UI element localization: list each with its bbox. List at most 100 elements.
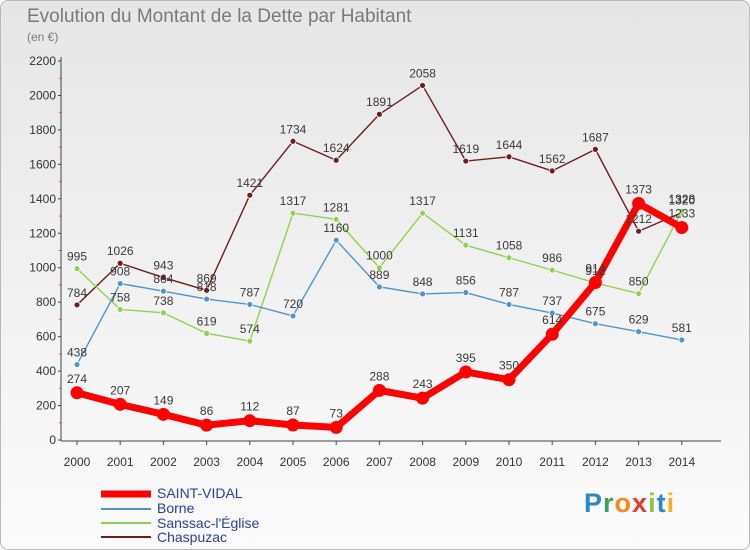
data-point-sanssac-l-glise [116,306,124,313]
logo-letter: i [648,488,657,518]
y-tick-label: 1200 [29,226,56,240]
legend-label-borne: Borne [157,500,195,516]
data-label-saint-vidal: 395 [456,351,476,365]
data-label-borne: 581 [672,321,692,335]
y-tick-label: 1800 [29,123,56,137]
data-label-saint-vidal: 614 [542,313,562,327]
data-label-sanssac-l-glise: 738 [153,294,173,308]
data-label-sanssac-l-glise: 986 [542,251,562,265]
data-label-borne: 629 [629,313,649,327]
data-label-borne: 675 [585,305,605,319]
data-point-saint-vidal [329,420,343,434]
data-point-saint-vidal [113,397,127,411]
data-point-borne [289,312,297,320]
data-label-saint-vidal: 86 [200,404,214,418]
data-point-saint-vidal [675,221,689,235]
data-label-sanssac-l-glise: 574 [240,322,260,336]
logo-letter: o [614,488,633,518]
data-label-chaspuzac: 2058 [409,66,436,80]
data-point-borne [548,309,556,317]
data-label-saint-vidal: 73 [330,406,344,420]
data-label-chaspuzac: 1644 [496,138,523,152]
data-label-chaspuzac: 1026 [107,244,134,258]
legend-label-sanssac: Sanssac-l'Église [157,515,260,531]
logo-letter: t [656,488,667,518]
x-tick-label: 2003 [193,455,220,469]
x-tick-label: 2009 [452,455,479,469]
y-tick-label: 400 [36,364,56,378]
legend-label-saint-vidal: SAINT-VIDAL [157,485,243,501]
x-tick-label: 2002 [150,455,177,469]
data-point-borne [462,289,470,296]
data-point-sanssac-l-glise [548,266,556,274]
chart-subtitle: (en €) [27,30,59,44]
data-point-sanssac-l-glise [246,337,254,345]
data-point-borne [116,280,124,287]
data-label-chaspuzac: 1421 [236,176,263,190]
data-label-chaspuzac: 1891 [366,95,393,109]
data-label-sanssac-l-glise: 1000 [366,249,393,263]
x-tick-label: 2013 [625,455,652,469]
data-point-saint-vidal [70,386,84,400]
y-tick-label: 200 [36,399,56,413]
data-point-borne [592,320,599,328]
data-point-saint-vidal [416,391,430,405]
y-tick-label: 2200 [29,54,56,68]
data-point-chaspuzac [159,274,167,281]
data-point-chaspuzac [375,110,383,118]
logo-letter: x [632,488,649,518]
data-label-borne: 908 [110,265,130,279]
data-point-saint-vidal [502,373,516,387]
y-tick-label: 1000 [29,261,56,275]
x-tick-label: 2006 [323,455,350,469]
data-label-chaspuzac: 1320 [668,194,695,208]
data-point-chaspuzac [419,82,427,89]
x-tick-label: 2010 [496,455,523,469]
data-label-chaspuzac: 1619 [452,142,479,156]
data-label-chaspuzac: 943 [153,259,173,273]
data-point-chaspuzac [548,167,556,175]
x-tick-label: 2011 [539,455,565,469]
y-tick-label: 0 [49,433,56,447]
data-point-saint-vidal [372,383,386,397]
data-point-borne [203,295,211,303]
data-label-borne: 856 [456,274,476,288]
y-tick-label: 600 [36,330,56,344]
data-label-borne: 787 [240,285,260,299]
data-point-saint-vidal [632,196,646,210]
data-label-saint-vidal: 87 [286,404,300,418]
data-point-chaspuzac [635,227,642,235]
chart-title: Evolution du Montant de la Dette par Hab… [27,6,412,27]
data-point-chaspuzac [116,259,124,267]
data-point-sanssac-l-glise [289,209,297,217]
data-point-saint-vidal [156,407,170,421]
x-tick-label: 2004 [236,455,263,469]
data-label-borne: 720 [283,297,303,311]
data-label-sanssac-l-glise: 758 [110,290,130,304]
data-label-saint-vidal: 288 [369,369,389,383]
data-point-sanssac-l-glise [159,309,167,317]
data-point-saint-vidal [286,418,300,432]
y-tick-label: 1400 [29,192,56,206]
data-label-sanssac-l-glise: 995 [67,250,87,264]
data-point-borne [635,328,642,336]
data-label-sanssac-l-glise: 1281 [323,200,350,214]
data-label-chaspuzac: 784 [67,286,87,300]
data-label-sanssac-l-glise: 619 [197,314,217,328]
data-point-saint-vidal [588,276,602,290]
x-tick-label: 2008 [409,455,436,469]
data-point-borne [375,283,383,291]
data-label-chaspuzac: 1734 [280,122,307,136]
data-label-saint-vidal: 1373 [625,182,652,196]
data-point-sanssac-l-glise [462,241,470,249]
data-label-chaspuzac: 869 [197,271,217,285]
data-point-borne [505,301,513,308]
data-point-sanssac-l-glise [203,329,211,337]
data-label-sanssac-l-glise: 1317 [409,194,436,208]
data-point-saint-vidal [243,414,257,428]
data-label-saint-vidal: 350 [499,359,519,373]
y-tick-label: 1600 [29,157,56,171]
data-label-sanssac-l-glise: 912 [585,264,605,278]
data-point-chaspuzac [462,157,470,165]
data-point-sanssac-l-glise [419,209,427,217]
